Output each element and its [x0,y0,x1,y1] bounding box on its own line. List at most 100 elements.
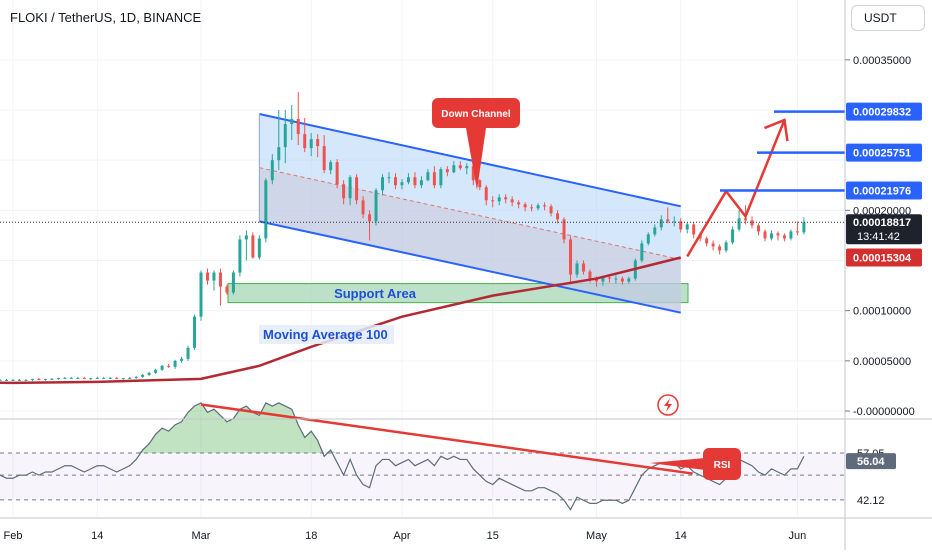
candle-down [782,235,786,239]
candle-down [776,233,780,236]
candle-up [180,358,184,361]
candle-down [750,220,754,226]
candle-up [789,231,793,239]
channel-lower-line [259,220,681,314]
candle-down [763,231,767,239]
rsi-current-label: 56.04 [857,456,885,468]
countdown-label: 13:41:42 [857,231,900,243]
candle-down [471,166,475,181]
down-channel-callout-pointer [466,128,486,190]
candle-up [731,229,735,243]
candle-down [484,187,488,201]
candle-down [711,243,715,247]
candle-down [205,272,209,281]
ma-label-background [259,325,394,344]
candle-down [718,246,722,251]
candle-up [685,224,689,230]
candle-down [393,177,397,186]
rsi-callout-label: RSI [714,460,731,471]
price-level-tag-label: 0.00029832 [853,107,911,119]
overlay-group: 0.00029832 0.00025751 0.00021976 0.00015304… [0,98,922,416]
candle-down [296,119,300,135]
candle-up [30,378,34,380]
candle-up [186,347,190,359]
candle-down [556,213,560,220]
rsi-callout-pointer [650,458,705,470]
candle-down [225,286,229,293]
down-channel-callout [432,98,520,128]
price-level-tag [846,181,922,200]
candle-up [76,377,80,379]
time-tick-label: Jun [789,530,807,542]
candle-down [251,235,255,258]
candle-up [212,272,216,281]
candle-down [530,207,534,209]
candle-up [329,162,333,171]
channel-midline [259,167,681,260]
candle-down [355,177,359,201]
candle-up [627,278,631,282]
candle-down [458,165,462,169]
time-tick-label: May [586,530,607,542]
channel-group [258,113,681,314]
candle-up [769,233,773,239]
candle-up [173,360,177,367]
candle-up [231,272,235,293]
channel-upper-line [259,113,681,208]
candle-down [549,206,553,214]
candle-down [569,239,573,275]
candle-down [445,169,449,173]
candle-up [89,377,93,379]
rsi-trendline [200,403,693,475]
rsi-tick-label: 42.12 [857,495,885,507]
candle-down [413,177,417,186]
candle-up [400,182,404,186]
candle-up [121,377,125,379]
candle-up [374,190,378,222]
time-tick-label: 15 [487,530,499,542]
candle-down [705,238,709,244]
candle-down [744,218,748,221]
candle-down [594,278,598,282]
candle-up [614,278,618,280]
support-area-label: Support Area [334,286,417,301]
candle-up [452,165,456,173]
candle-down [432,172,436,186]
candle-up [439,169,443,186]
current-price-tag [846,214,922,245]
time-tick-label: 18 [305,530,317,542]
candle-up [381,177,385,191]
price-level-tag [846,143,922,162]
candle-down [666,219,670,222]
candle-up [348,177,352,199]
rsi-line [0,402,805,511]
candle-up [737,218,741,230]
ma-group: Moving Average 100 [0,256,682,385]
rsi-overbought-fill [0,402,804,453]
down-channel-label: Down Channel [441,109,511,120]
candle-up [653,227,657,235]
time-tick-label: Mar [192,530,211,542]
projection-arrowhead [763,118,789,142]
candle-up [0,379,2,381]
candle-down [218,272,222,287]
time-tick-label: Apr [393,530,410,542]
candle-up [426,172,430,181]
candle-up [309,139,313,149]
candle-down [342,184,346,199]
candle-up [264,180,268,239]
candle-up [43,378,47,380]
candle-up [419,180,423,186]
candle-down [303,134,307,149]
price-tick-label: 0.00020000 [853,205,911,217]
candle-up [24,379,28,381]
price-level-tag-label: 0.00021976 [853,186,911,198]
candle-up [56,377,60,379]
candle-up [270,160,274,181]
currency-button[interactable]: USDT [851,5,925,31]
ma-100-line [0,256,682,385]
candle-up [11,379,15,381]
